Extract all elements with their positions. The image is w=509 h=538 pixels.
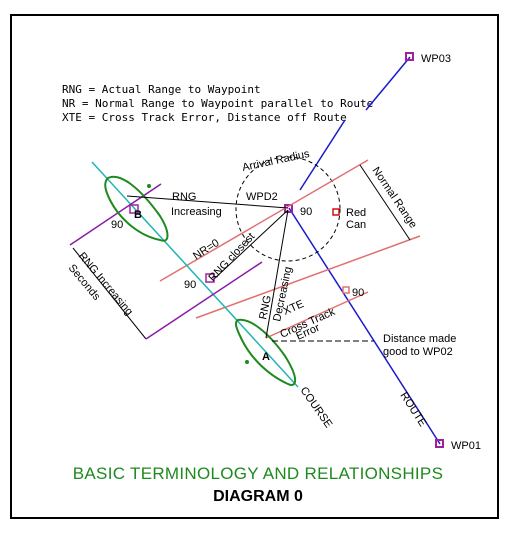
wp03-label: WP03 <box>421 53 451 65</box>
normal-range-label: Normal Range <box>370 165 420 231</box>
red-can-marker <box>332 208 340 216</box>
wp01-label: WP01 <box>451 440 481 452</box>
boat-b-label: B <box>134 209 142 221</box>
seconds-line-upper <box>69 183 162 246</box>
rng-decreasing-line <box>265 209 289 339</box>
wp02-angle-label: 90 <box>300 206 312 218</box>
route-line-mid <box>299 119 346 191</box>
normal-range-line-lower <box>195 235 421 319</box>
rng-closest-line <box>212 209 289 281</box>
xte-line <box>265 291 369 339</box>
wp01-marker <box>435 439 444 448</box>
closest-angle <box>205 273 215 283</box>
route-line-lower <box>288 207 441 445</box>
seconds-dimension <box>72 247 147 340</box>
boat-a <box>234 318 297 386</box>
boat-b-angle-label: 90 <box>111 219 123 231</box>
rng-increasing-line <box>126 195 289 209</box>
boat-b-angle <box>129 204 139 214</box>
xte-angle <box>342 286 350 294</box>
legend-rng: RNG = Actual Range to Waypoint <box>62 83 261 96</box>
distance-made-good-line2: good to WP02 <box>383 346 453 358</box>
nr-zero-label: NR=0 <box>191 237 221 263</box>
boat-a-light <box>245 360 249 364</box>
xte-angle-label: 90 <box>352 287 364 299</box>
red-can-label-2: Can <box>346 219 366 231</box>
diagram-subtitle: DIAGRAM 0 <box>213 488 303 505</box>
course-label: COURSE <box>298 385 335 430</box>
course-line <box>91 161 299 388</box>
boat-b-light <box>147 184 151 188</box>
wp02-label: WPD2 <box>246 191 278 203</box>
rng-decreasing-line1: RNG <box>257 294 274 320</box>
route-line-upper <box>365 56 411 111</box>
legend-nr: NR = Normal Range to Waypoint parallel t… <box>62 97 373 110</box>
boat-a-label: A <box>262 351 270 363</box>
legend-xte: XTE = Cross Track Error, Distance off Ro… <box>62 111 347 124</box>
route-label: ROUTE <box>397 390 428 429</box>
diagram-frame <box>10 14 499 519</box>
seconds-line-lower <box>145 261 263 340</box>
arrival-radius-label: Arrival Radius <box>241 148 311 174</box>
arrival-radius-circle <box>235 156 341 262</box>
rng-increasing-top: RNG <box>172 191 196 203</box>
red-can-label-1: Red <box>346 207 366 219</box>
normal-range-dimension <box>359 164 411 241</box>
wp03-marker <box>405 52 414 61</box>
normal-range-line-upper <box>159 159 369 282</box>
diagram-title: BASIC TERMINOLOGY AND RELATIONSHIPS <box>73 464 443 483</box>
boat-b <box>104 175 169 242</box>
rng-increasing-bottom: Increasing <box>171 206 222 218</box>
closest-angle-label: 90 <box>184 279 196 291</box>
distance-made-good-line1: Distance made <box>383 333 456 345</box>
